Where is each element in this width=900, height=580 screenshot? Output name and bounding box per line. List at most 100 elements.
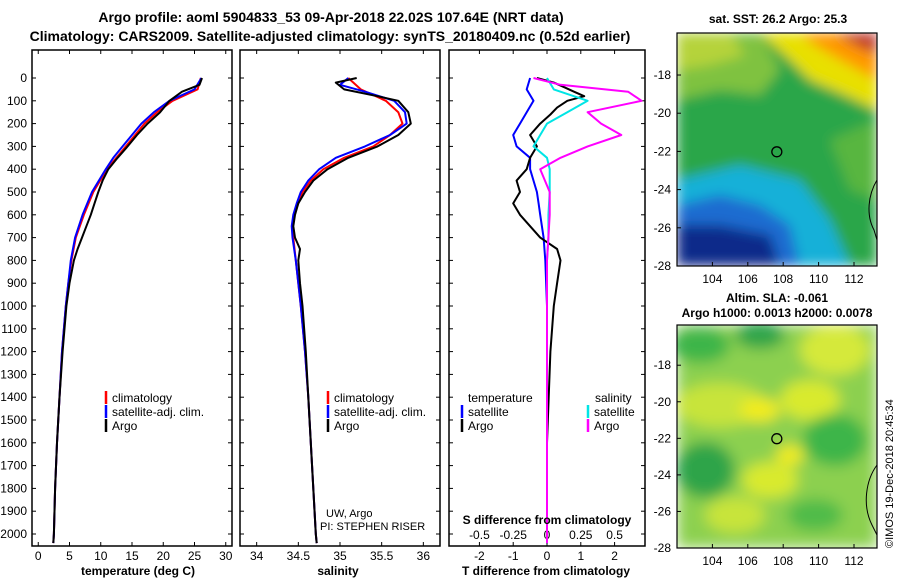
sst-map-frame [676,32,878,267]
x-tick-label: 35.5 [370,549,394,563]
y-tick-label: 1100 [1,322,27,336]
legend-label-s-argo: Argo [594,419,620,433]
x-tick-label: 5 [66,549,73,563]
x-tick-label: -1 [508,549,519,563]
legend-label-satellite: satellite-adj. clim. [112,405,204,419]
sla-map-title: Altim. SLA: -0.061 [726,291,828,305]
y-tick-label: 1000 [0,299,27,313]
legend-label-t-argo: Argo [468,419,494,433]
y-tick-label: 200 [7,117,27,131]
legend-title-temperature: temperature [468,391,533,405]
series-line-t-argo [512,77,586,544]
series-line-s-satellite [532,77,589,544]
x-tick-label: 20 [157,549,171,563]
map-y-tick-label: -24 [654,183,672,197]
map-y-tick-label: -28 [654,541,672,555]
x-tick-label: 15 [125,549,139,563]
y-tick-label: 900 [7,276,27,290]
x-tick-label: 34.5 [287,549,311,563]
x-tick-label: 2 [611,549,618,563]
figure-title-line2: Climatology: CARS2009. Satellite-adjuste… [30,28,631,44]
y-tick-label: 100 [7,94,27,108]
y-tick-label: 1600 [0,436,27,450]
x-tick-label: -2 [474,549,485,563]
map-y-tick-label: -26 [654,221,672,235]
sst-map-field [677,33,877,266]
x-tick-label: 35 [333,549,347,563]
legend-label-s-satellite: satellite [594,405,635,419]
series-line-satellite-adj-clim- [290,77,408,544]
y-tick-label: 300 [7,139,27,153]
map-x-tick-label: 108 [773,272,793,286]
x-tick-label: 36 [417,549,431,563]
series-line-t-satellite [512,77,548,544]
sla-map-frame [676,324,878,549]
map-y-tick-label: -22 [654,144,672,158]
y-tick-label: 600 [7,208,27,222]
legend-label-argo: Argo [112,419,138,433]
y-tick-label: 1800 [0,481,27,495]
y-tick-label: 1400 [0,390,27,404]
map-y-tick-label: -26 [654,504,672,518]
map-x-tick-label: 106 [738,272,758,286]
y-tick-label: 1200 [0,345,27,359]
y-tick-label: 400 [7,162,27,176]
legend-label-climatology: climatology [112,391,172,405]
y-tick-label: 2000 [0,527,27,541]
y-tick-label: 500 [7,185,27,199]
map-y-tick-label: -20 [654,395,672,409]
x-tick-label-salinity: 0.25 [569,528,593,542]
x-tick-label: 34 [250,549,264,563]
x-tick-label: 0 [35,549,42,563]
series-line-climatology [291,77,404,544]
legend-title-salinity: salinity [595,391,632,405]
y-tick-label: 0 [20,71,27,85]
temperature-legend: climatology satellite-adj. clim. Argo [104,391,204,433]
map-y-tick-label: -18 [654,68,672,82]
map-y-tick-label: -22 [654,431,672,445]
x-tick-label-salinity: -0.25 [500,528,528,542]
sla-map-coastline [865,464,878,536]
y-tick-label: 800 [7,253,27,267]
sla-map-argo-marker [771,433,783,445]
salinity-legend: climatology satellite-adj. clim. Argo [326,391,426,433]
map-y-tick-label: -18 [654,358,672,372]
sla-map-subtitle: Argo h1000: 0.0013 h2000: 0.0078 [682,306,873,320]
y-tick-label: 1700 [0,459,27,473]
y-tick-label: 1300 [0,367,27,381]
y-tick-label: 1500 [0,413,27,427]
map-y-tick-label: -20 [654,106,672,120]
temperature-xlabel: temperature (deg C) [81,564,195,578]
map-x-tick-label: 106 [738,554,758,568]
salinity-annotation-pi: PI: STEPHEN RISER [320,521,425,533]
y-tick-label: 1900 [0,504,27,518]
difference-xlabel: T difference from climatology [462,564,630,578]
series-line-argo [292,77,412,544]
map-x-tick-label: 112 [844,554,863,568]
x-tick-label: 25 [188,549,202,563]
sla-map-field [677,325,877,548]
map-x-tick-label: 104 [702,272,722,286]
legend-label-satellite: satellite-adj. clim. [334,405,426,419]
map-x-tick-label: 104 [702,554,722,568]
imos-credit: ©IMOS 19-Dec-2018 20:45:34 [884,399,896,548]
map-x-tick-label: 108 [773,554,793,568]
difference-legend: temperature satellite Argo salinity sate… [460,391,635,433]
figure-title-line1: Argo profile: aoml 5904833_53 09-Apr-201… [98,9,563,25]
salinity-xlabel: salinity [317,564,359,578]
map-x-tick-label: 110 [809,272,828,286]
sst-map-coastline [868,179,878,241]
legend-label-argo: Argo [334,419,360,433]
map-x-tick-label: 112 [844,272,863,286]
legend-label-climatology: climatology [334,391,394,405]
x-tick-label-salinity: 0.5 [606,528,623,542]
x-tick-label: 1 [577,549,584,563]
series-line-argo [52,77,203,544]
temperature-panel-frame [31,49,233,547]
sst-map-title: sat. SST: 26.2 Argo: 25.3 [709,12,848,26]
x-tick-label-salinity: -0.5 [469,528,490,542]
salinity-annotation-uw: UW, Argo [326,508,372,520]
y-tick-label: 700 [7,231,27,245]
map-x-tick-label: 110 [809,554,828,568]
